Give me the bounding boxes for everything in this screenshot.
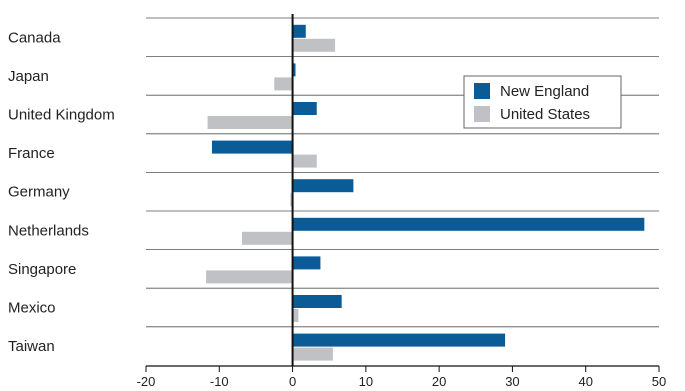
x-axis: -20 -10 0 10 20 30 40 50 xyxy=(137,365,666,389)
category-label-singapore: Singapore xyxy=(8,261,76,278)
bar-new-england-mexico xyxy=(292,295,342,308)
bar-new-england-singapore xyxy=(292,256,321,270)
bar-united-states-japan xyxy=(274,77,293,91)
bar-new-england-canada xyxy=(292,24,306,38)
bar-united-states-taiwan xyxy=(292,347,333,361)
category-label-japan: Japan xyxy=(8,68,49,85)
bar-united-states-netherlands xyxy=(242,231,293,245)
bar-united-states-germany xyxy=(290,193,293,207)
bar-new-england-germany xyxy=(292,179,354,193)
x-tick-label: -20 xyxy=(137,374,156,389)
bar-united-states-singapore xyxy=(206,270,293,284)
legend-swatch-new-england xyxy=(474,83,490,99)
bar-new-england-taiwan xyxy=(292,333,506,347)
bar-new-england-france xyxy=(211,140,293,154)
category-label-canada: Canada xyxy=(8,29,61,46)
legend: New England United States xyxy=(463,75,622,129)
bar-united-states-united-kingdom xyxy=(207,116,293,129)
bar-united-states-canada xyxy=(292,38,336,52)
category-label-united-kingdom: United Kingdom xyxy=(8,107,115,124)
category-label-netherlands: Netherlands xyxy=(8,222,89,239)
x-tick-label: -10 xyxy=(210,374,229,389)
category-label-taiwan: Taiwan xyxy=(8,338,55,355)
bar-new-england-united-kingdom xyxy=(292,102,317,115)
x-tick-label: 40 xyxy=(578,374,592,389)
bars xyxy=(206,24,645,361)
legend-box xyxy=(463,75,622,129)
bar-united-states-mexico xyxy=(292,309,299,322)
bar-new-england-japan xyxy=(292,63,296,77)
category-label-germany: Germany xyxy=(8,184,70,201)
bar-united-states-france xyxy=(292,154,317,168)
category-label-mexico: Mexico xyxy=(8,300,56,317)
legend-swatch-united-states xyxy=(474,106,490,122)
x-tick-label: 30 xyxy=(505,374,519,389)
category-label-france: France xyxy=(8,145,55,162)
x-tick-label: 0 xyxy=(289,374,296,389)
category-labels: Canada Japan United Kingdom France Germany Ne… xyxy=(8,29,115,355)
legend-label-new-england: New England xyxy=(500,83,589,100)
category-separators xyxy=(146,17,659,328)
x-tick-label: 10 xyxy=(359,374,373,389)
x-tick-label: 20 xyxy=(432,374,446,389)
bar-new-england-netherlands xyxy=(292,217,645,231)
x-tick-label: 50 xyxy=(652,374,666,389)
legend-label-united-states: United States xyxy=(500,106,590,123)
